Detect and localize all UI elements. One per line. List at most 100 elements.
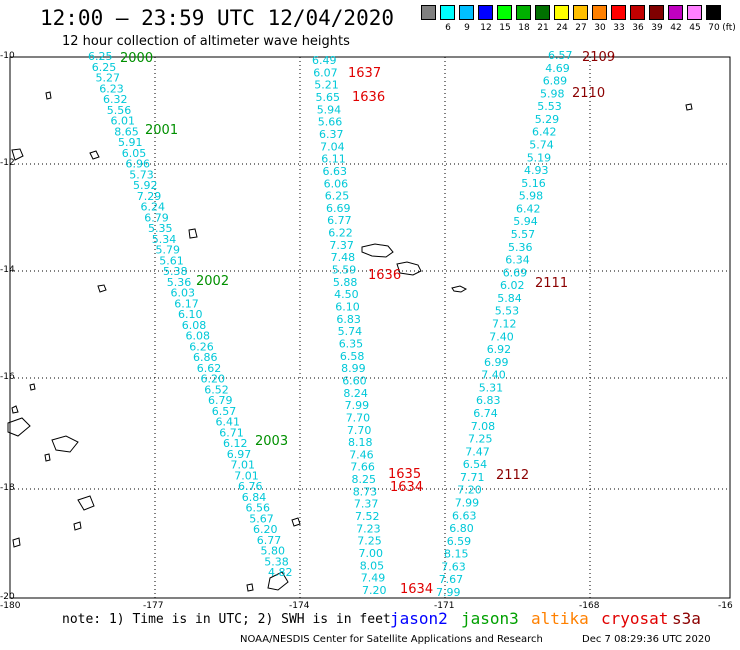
scale-swatch <box>687 5 702 20</box>
satellite-legend-altika: altika <box>531 609 589 628</box>
wave-height-value: 6.97 <box>227 448 252 461</box>
satellite-legend-s3a: s3a <box>672 609 701 628</box>
wave-height-value: 6.35 <box>339 338 364 351</box>
wave-height-value: 5.84 <box>497 292 522 305</box>
map-subtitle: 12 hour collection of altimeter wave hei… <box>62 34 350 49</box>
island-n <box>11 405 19 414</box>
wave-height-value: 6.57 <box>212 405 237 418</box>
wave-height-value: 5.98 <box>540 87 565 100</box>
island-a <box>97 284 107 293</box>
lat-label: -12 <box>0 158 15 168</box>
wave-height-value: 7.23 <box>356 522 381 535</box>
wave-height-value: 7.71 <box>460 471 485 484</box>
wave-height-value: 5.94 <box>513 215 538 228</box>
generation-timestamp: Dec 7 08:29:36 UTC 2020 <box>582 634 711 645</box>
wave-height-value: 7.25 <box>468 433 493 446</box>
lat-label: -14 <box>0 265 15 275</box>
wave-height-value: 6.25 <box>88 50 113 63</box>
island-b <box>188 228 198 239</box>
scale-swatch <box>497 5 512 20</box>
scale-unit: (ft) <box>722 23 736 33</box>
wave-height-value: 5.35 <box>148 222 173 235</box>
wave-height-value: 6.79 <box>208 394 233 407</box>
wave-height-value: 6.69 <box>326 202 351 215</box>
wave-height-value: 6.22 <box>328 227 353 240</box>
wave-height-value: 5.21 <box>314 79 339 92</box>
wave-height-value: 6.62 <box>197 362 222 375</box>
scale-label: 39 <box>651 23 663 33</box>
lon-label: -174 <box>289 601 310 611</box>
wave-height-value: 5.74 <box>529 139 554 152</box>
wave-height-value: 7.99 <box>345 399 370 412</box>
wave-height-value: 8.73 <box>353 485 378 498</box>
wave-height-value: 6.71 <box>219 426 244 439</box>
wave-height-value: 4.69 <box>545 62 570 75</box>
wave-height-value: 6.03 <box>171 287 196 300</box>
island-fiji-3 <box>77 495 95 511</box>
wave-height-value: 5.74 <box>338 325 363 338</box>
wave-height-value: 8.99 <box>341 362 366 375</box>
pass-time-label: 2002 <box>196 274 229 289</box>
wave-height-value: 6.10 <box>335 301 360 314</box>
scale-swatch <box>535 5 550 20</box>
wave-height-value: 7.47 <box>465 445 490 458</box>
wave-height-value: 7.01 <box>231 459 256 472</box>
scale-swatch <box>516 5 531 20</box>
wave-height-value: 6.84 <box>242 491 266 504</box>
wave-height-value: 4.50 <box>334 288 359 301</box>
wave-height-value: 6.12 <box>223 437 248 450</box>
wave-height-value: 7.70 <box>347 424 372 437</box>
scale-label: 18 <box>518 23 530 33</box>
wave-height-value: 7.01 <box>234 469 258 482</box>
island-tutuila <box>451 285 468 293</box>
satellite-legend-cryosat: cryosat <box>601 609 669 628</box>
wave-height-value: 6.60 <box>342 375 367 388</box>
wave-height-value: 6.05 <box>122 147 147 160</box>
wave-height-value: 6.02 <box>500 279 525 292</box>
map-frame <box>9 56 731 599</box>
scale-label: 33 <box>613 23 625 33</box>
wave-height-value: 6.83 <box>476 394 501 407</box>
wave-height-value: 6.77 <box>257 534 282 547</box>
island-j <box>12 537 21 548</box>
wave-height-value: 5.34 <box>152 233 177 246</box>
wave-height-value: 5.66 <box>318 116 343 129</box>
wave-height-value: 6.69 <box>503 266 528 279</box>
wave-height-value: 7.99 <box>436 586 461 599</box>
wave-height-value: 5.57 <box>511 228 536 241</box>
wave-height-value: 8.18 <box>348 436 373 449</box>
island-g <box>267 571 289 591</box>
lon-label: -168 <box>579 601 600 611</box>
wave-height-value: 6.59 <box>447 535 472 548</box>
wave-height-value: 6.63 <box>452 509 477 522</box>
scale-swatch <box>668 5 683 20</box>
island-e <box>45 91 52 100</box>
wave-height-value: 6.54 <box>463 458 488 471</box>
island-h <box>246 583 254 592</box>
pass-time-label: 2003 <box>255 434 288 449</box>
wave-height-value: 6.08 <box>182 319 207 332</box>
footer-note: note: 1) Time is in UTC; 2) SWH is in fe… <box>62 612 391 627</box>
scale-swatch <box>459 5 474 20</box>
wave-height-value: 6.20 <box>253 523 278 536</box>
lon-label: -16 <box>718 601 733 611</box>
wave-height-value: 4.82 <box>268 566 293 579</box>
island-c <box>89 150 100 160</box>
pass-time-label: 2109 <box>582 50 615 65</box>
scale-swatch <box>421 5 436 20</box>
island-upolu <box>361 243 394 258</box>
wave-height-value: 6.52 <box>204 383 229 396</box>
wave-height-value: 5.61 <box>159 254 184 267</box>
wave-height-value: 5.88 <box>333 276 358 289</box>
wave-height-value: 5.79 <box>156 244 181 257</box>
wave-height-value: 5.36 <box>167 276 192 289</box>
wave-height-value: 6.17 <box>174 297 199 310</box>
wave-height-value: 6.41 <box>216 416 241 429</box>
wave-height-value: 7.49 <box>361 572 386 585</box>
wave-height-value: 6.25 <box>325 190 350 203</box>
wave-height-value: 5.56 <box>107 104 132 117</box>
pass-time-label: 1637 <box>348 66 381 81</box>
wave-height-value: 7.46 <box>349 448 374 461</box>
lon-label: -180 <box>0 601 21 611</box>
scale-swatch <box>573 5 588 20</box>
